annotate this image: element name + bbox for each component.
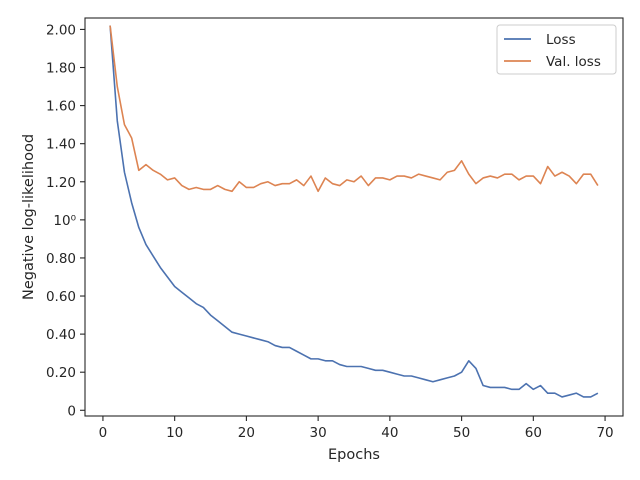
y-tick-label: 0.20	[46, 365, 76, 381]
series-layer	[109, 25, 599, 398]
y-tick-label: 1.80	[46, 61, 76, 77]
y-tick-label: 1.40	[46, 137, 76, 153]
y-axis-label: Negative log-likelihood	[21, 134, 37, 300]
y-tick-label: 0.60	[46, 289, 76, 305]
x-tick-label: 50	[453, 425, 470, 441]
x-axis: 0 10 20 30 40 50 60 70	[99, 416, 614, 441]
y-tick-label: 10⁰	[53, 213, 76, 229]
y-tick-label: 1.60	[46, 99, 76, 115]
y-tick-label: 2.00	[46, 22, 76, 38]
x-tick-label: 10	[166, 425, 183, 441]
y-tick-label: 0.40	[46, 327, 76, 343]
x-tick-label: 40	[381, 425, 398, 441]
y-tick-label: 0	[67, 403, 76, 419]
x-axis-label: Epochs	[328, 447, 380, 463]
legend: Loss Val. loss	[496, 24, 617, 75]
legend-label: Loss	[546, 32, 576, 48]
y-axis: 0 0.20 0.40 0.60 0.80 10⁰ 1.20 1.40 1.60 1.80 2.00	[46, 22, 85, 419]
x-tick-label: 20	[238, 425, 255, 441]
series-line-val-loss	[109, 25, 599, 193]
x-tick-label: 70	[596, 425, 613, 441]
x-tick-label: 60	[525, 425, 542, 441]
x-tick-label: 30	[310, 425, 327, 441]
legend-label: Val. loss	[546, 54, 601, 70]
y-tick-label: 1.20	[46, 175, 76, 191]
x-tick-label: 0	[99, 425, 108, 441]
plot-frame	[84, 17, 624, 417]
y-tick-label: 0.80	[46, 251, 76, 267]
series-line-loss	[109, 25, 599, 398]
